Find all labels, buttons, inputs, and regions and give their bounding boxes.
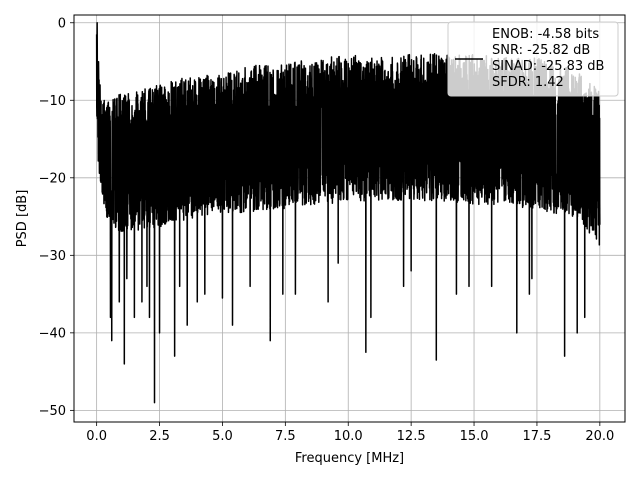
y-tick-label: −10 (39, 94, 66, 109)
y-tick-label: −40 (39, 326, 66, 341)
legend-sinad: SINAD: -25.83 dB (492, 59, 604, 74)
plot-frame (73, 14, 626, 423)
legend-sfdr: SFDR: 1.42 (492, 75, 564, 90)
x-tick-label: 10.0 (334, 429, 363, 444)
x-tick-label: 7.5 (275, 429, 296, 444)
x-tick-label: 5.0 (212, 429, 233, 444)
psd-series-line (95, 22, 601, 404)
x-tick-label: 20.0 (585, 429, 614, 444)
legend: ENOB: -4.58 bits SNR: -25.82 dB SINAD: -… (447, 21, 619, 97)
x-tick-label: 2.5 (149, 429, 170, 444)
x-tick-label: 15.0 (460, 429, 489, 444)
y-axis-label: PSD [dB] (15, 190, 30, 248)
legend-snr: SNR: -25.82 dB (492, 43, 590, 58)
y-tick-label: −30 (39, 249, 66, 264)
x-tick-label: 17.5 (522, 429, 551, 444)
y-tick-label: 0 (58, 16, 66, 31)
x-tick-label: 12.5 (397, 429, 426, 444)
x-axis-label: Frequency [MHz] (295, 451, 404, 466)
y-tick-label: −20 (39, 171, 66, 186)
x-tick-label: 0.0 (86, 429, 107, 444)
y-tick-label: −50 (39, 404, 66, 419)
legend-enob: ENOB: -4.58 bits (492, 27, 599, 42)
data-layer (95, 22, 601, 404)
legend-box (447, 21, 619, 97)
ticks: 0.0 2.5 5.0 7.5 10.0 12.5 15.0 17.5 20.0 0 −10 −20 −… (39, 16, 615, 444)
